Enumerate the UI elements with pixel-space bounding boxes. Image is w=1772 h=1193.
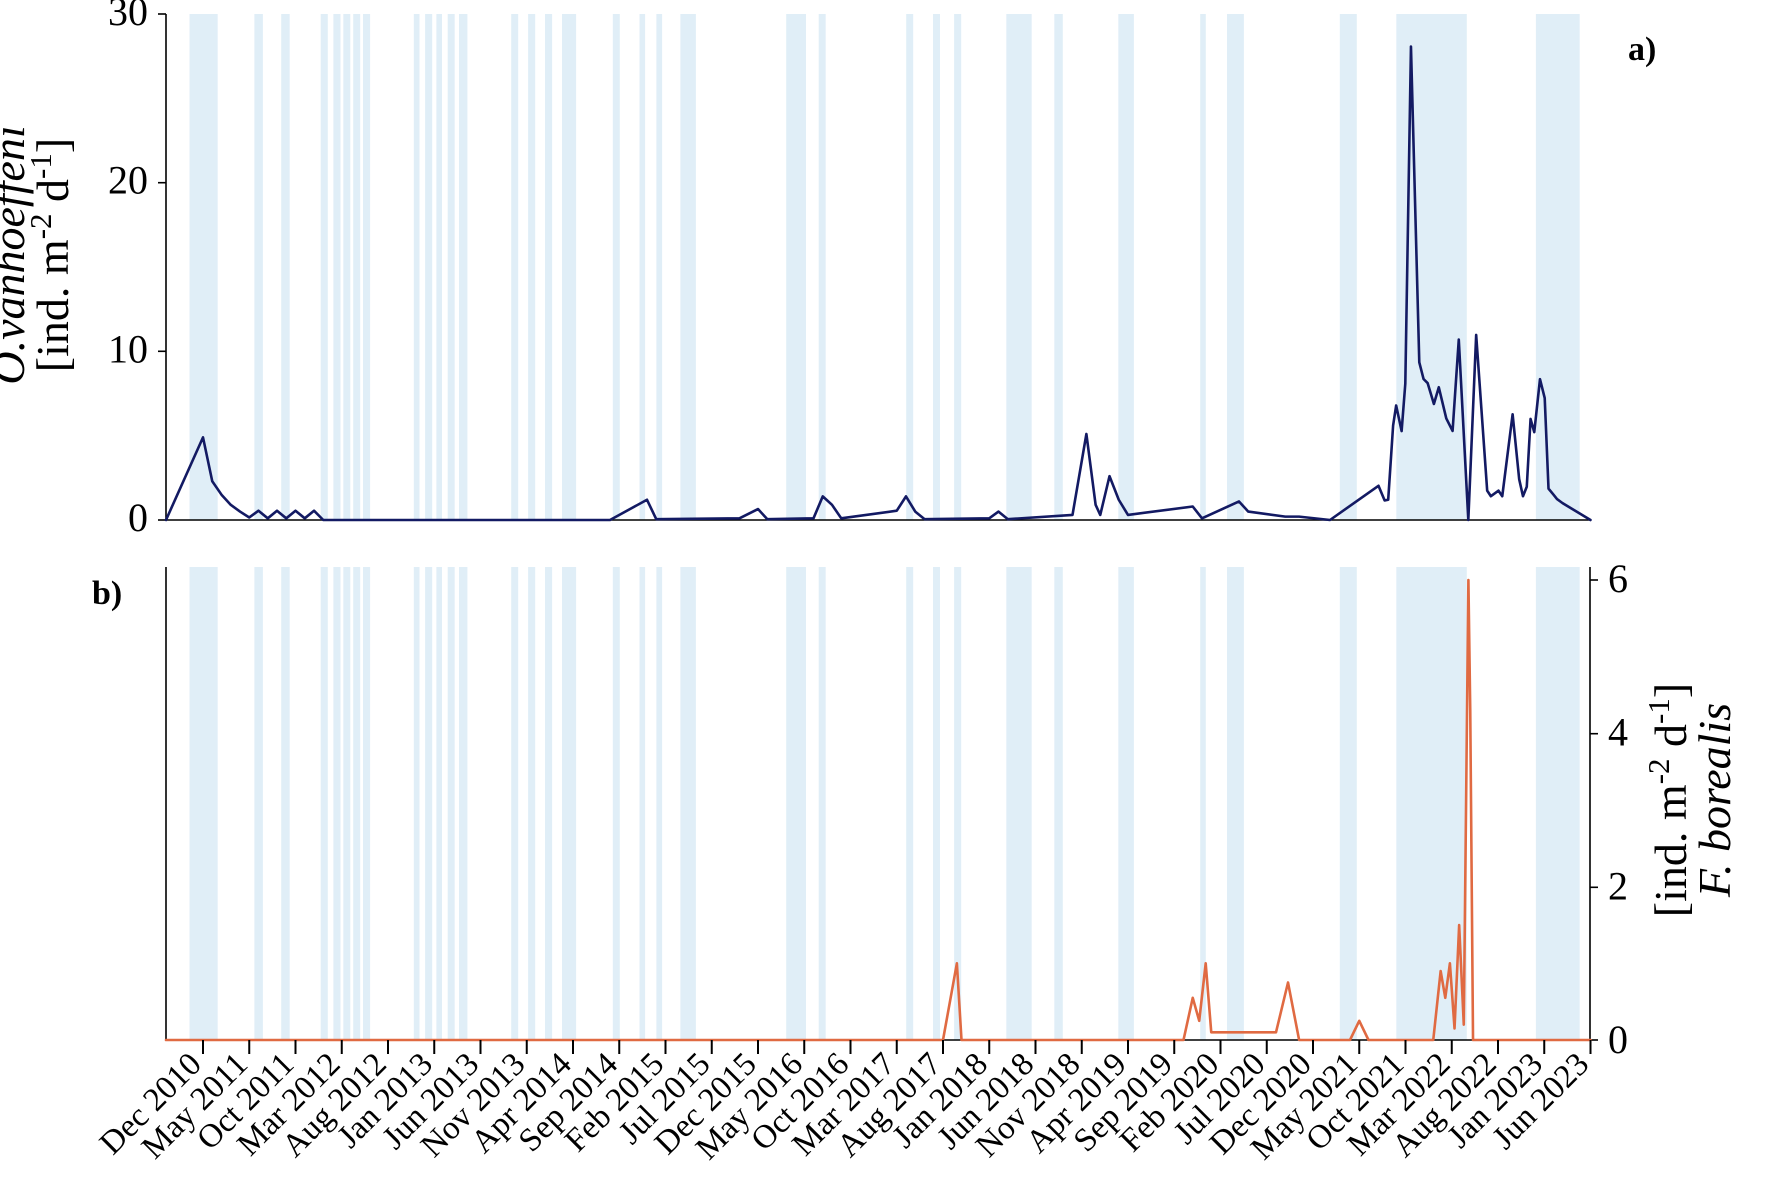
svg-text:6: 6: [1608, 556, 1628, 601]
svg-text:F. borealis: F. borealis: [1689, 703, 1740, 898]
svg-text:10: 10: [108, 326, 148, 371]
svg-text:a): a): [1628, 31, 1656, 68]
svg-text:4: 4: [1608, 710, 1628, 755]
svg-text:2: 2: [1608, 863, 1628, 908]
svg-text:30: 30: [108, 0, 148, 34]
svg-text:20: 20: [108, 158, 148, 203]
svg-text:b): b): [92, 575, 122, 612]
svg-text:0: 0: [128, 495, 148, 540]
svg-text:0: 0: [1608, 1017, 1628, 1062]
